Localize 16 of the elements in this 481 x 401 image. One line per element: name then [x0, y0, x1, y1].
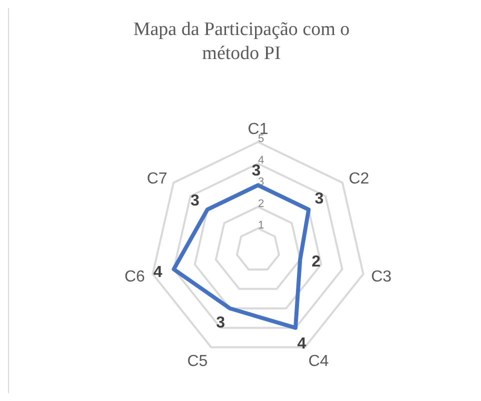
spoke-label: C5 [187, 352, 208, 370]
spoke-label: C6 [124, 268, 146, 286]
data-label: 2 [312, 253, 321, 270]
data-label: 4 [297, 336, 306, 353]
chart-title: Mapa da Participação com o método PI [132, 18, 351, 66]
data-label: 4 [153, 264, 162, 282]
data-label: 3 [216, 314, 226, 332]
data-label: 3 [314, 190, 324, 208]
spoke-label: C2 [348, 170, 370, 188]
y-tick-label: 5 [258, 133, 264, 145]
spoke-label: C3 [371, 268, 392, 286]
y-tick-label: 2 [258, 198, 264, 210]
spoke-label: C7 [146, 170, 168, 188]
y-tick-label: 1 [258, 219, 264, 232]
spoke-label: C4 [308, 352, 329, 370]
data-label: 3 [190, 192, 200, 210]
